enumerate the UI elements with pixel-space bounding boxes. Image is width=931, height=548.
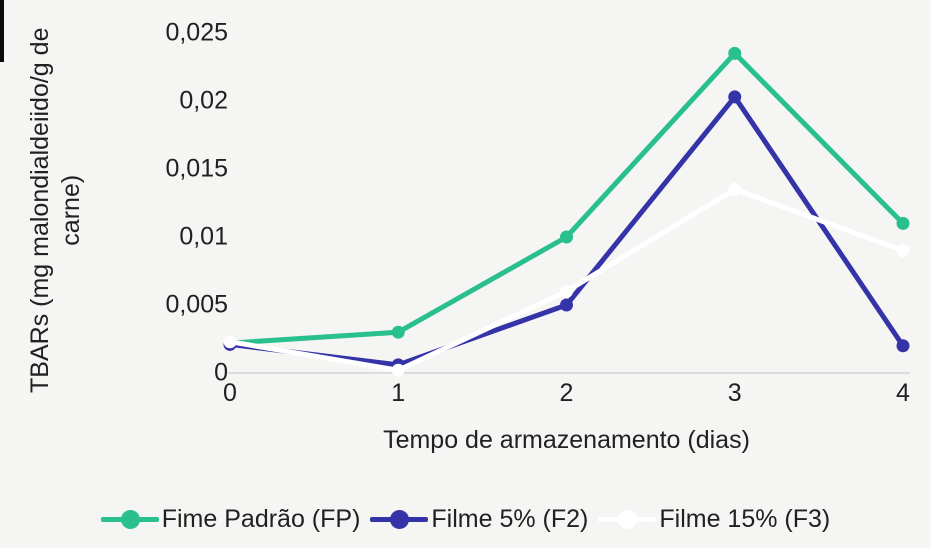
x-tick-label: 2 bbox=[559, 379, 574, 407]
y-tick-label: 0 bbox=[214, 358, 228, 387]
data-point-series-1 bbox=[560, 298, 573, 312]
y-tick-label: 0,005 bbox=[165, 290, 228, 319]
y-tick-label: 0,01 bbox=[179, 222, 228, 251]
x-axis-line bbox=[228, 372, 910, 374]
legend: Fime Padrão (FP) Filme 5% (F2) Filme 15% (… bbox=[0, 505, 931, 534]
legend-item-2: Filme 15% (F3) bbox=[598, 505, 830, 534]
y-tick-label: 0,015 bbox=[165, 154, 228, 183]
data-point-series-2 bbox=[896, 244, 910, 258]
data-point-series-2 bbox=[560, 284, 573, 298]
data-point-series-2 bbox=[391, 363, 405, 377]
legend-label: Filme 15% (F3) bbox=[659, 505, 831, 533]
screen-edge-artifact bbox=[0, 0, 4, 62]
y-tick-label: 0,025 bbox=[165, 18, 228, 47]
data-point-series-1 bbox=[896, 339, 910, 353]
data-point-series-0 bbox=[896, 216, 910, 230]
legend-label: Fime Padrão (FP) bbox=[161, 505, 361, 533]
legend-line-dot-icon bbox=[598, 510, 657, 529]
data-point-series-1 bbox=[728, 90, 742, 104]
x-tick-label: 0 bbox=[223, 379, 237, 407]
legend-label: Filme 5% (F2) bbox=[431, 505, 589, 533]
data-point-series-0 bbox=[560, 230, 573, 244]
legend-line-dot-icon bbox=[370, 510, 429, 529]
data-point-series-2 bbox=[223, 335, 237, 349]
data-point-series-0 bbox=[391, 325, 405, 339]
x-tick-label: 3 bbox=[727, 379, 742, 407]
y-tick-label: 0,02 bbox=[179, 86, 228, 115]
x-tick-label: 4 bbox=[896, 379, 910, 407]
data-point-series-0 bbox=[728, 46, 742, 60]
legend-item-1: Filme 5% (F2) bbox=[370, 505, 588, 534]
x-tick-label: 1 bbox=[391, 379, 406, 407]
legend-item-0: Fime Padrão (FP) bbox=[100, 505, 361, 534]
legend-line-dot-icon bbox=[100, 510, 159, 529]
data-point-series-2 bbox=[728, 182, 742, 196]
x-axis-title: Tempo de armazenamento (dias) bbox=[383, 426, 750, 454]
series-line-2 bbox=[229, 186, 904, 373]
